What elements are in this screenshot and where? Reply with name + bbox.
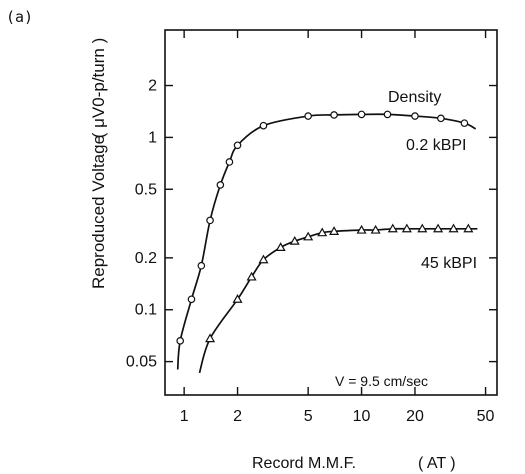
point-45-kbpi-15 [448,223,459,233]
point-0-2-kbpi-3 [206,216,214,225]
series-label-0.2-kbpi: 0.2 kBPI [406,137,466,154]
point-0-2-kbpi-0 [176,337,184,345]
axis-ticks [165,30,497,395]
point-0-2-kbpi-9 [330,111,338,119]
point-45-kbpi-8 [329,226,340,235]
point-0-2-kbpi-7 [259,121,268,130]
x-tick-label-1: 2 [233,408,242,425]
x-tick-label-0: 1 [180,408,189,425]
plot-frame [164,29,498,396]
x-axis-label: Record M.M.F. [252,455,356,472]
y-tick-label-2: 0.2 [135,250,157,267]
series-label-45-kbpi: 45 kBPI [421,255,477,272]
x-tick-label-2: 5 [304,408,313,425]
point-45-kbpi-2 [246,271,257,281]
point-45-kbpi-14 [433,223,444,233]
point-45-kbpi-5 [289,235,300,245]
point-0-2-kbpi-13 [437,114,445,123]
axis-tick-labels: 1 2 5 10 20 50 0.05 0.1 0.2 0.5 1 2 [126,78,495,425]
x-axis-unit: ( AT ) [418,455,456,472]
point-45-kbpi-9 [356,224,367,234]
panel-label: (a) [6,8,33,26]
y-tick-label-1: 0.1 [135,302,157,319]
point-0-2-kbpi-12 [411,112,419,120]
y-axis-unit: ( μV0-p/turn ) [89,38,108,139]
y-tick-label-4: 1 [148,129,157,146]
point-0-2-kbpi-8 [304,112,312,120]
x-tick-label-3: 10 [353,408,371,425]
y-tick-label-3: 0.5 [135,181,157,198]
y-axis-label: Reproduced Voltage [89,135,108,289]
point-45-kbpi-13 [417,223,428,233]
point-0-2-kbpi-5 [225,158,234,166]
point-45-kbpi-6 [303,231,314,241]
point-0-2-kbpi-11 [383,110,392,119]
y-tick-label-0: 0.05 [126,354,157,371]
point-45-kbpi-4 [275,242,286,251]
point-45-kbpi-10 [370,224,381,234]
point-45-kbpi-16 [463,223,474,233]
y-tick-label-5: 2 [148,78,157,95]
point-45-kbpi-3 [258,254,269,264]
point-45-kbpi-1 [232,294,243,303]
point-0-2-kbpi-6 [233,141,242,150]
point-0-2-kbpi-4 [216,181,225,189]
point-0-2-kbpi-1 [187,295,196,304]
point-45-kbpi-11 [387,223,398,233]
series-markers [176,110,474,345]
point-45-kbpi-0 [205,333,216,343]
point-45-kbpi-7 [317,227,328,237]
legend-title: Density [388,89,441,106]
point-45-kbpi-12 [401,223,412,233]
point-0-2-kbpi-2 [197,261,206,270]
x-tick-label-5: 50 [477,408,495,425]
speed-annotation: V = 9.5 cm/sec [335,373,428,389]
point-0-2-kbpi-10 [357,110,366,119]
point-0-2-kbpi-14 [460,119,469,127]
x-tick-label-4: 20 [406,408,424,425]
